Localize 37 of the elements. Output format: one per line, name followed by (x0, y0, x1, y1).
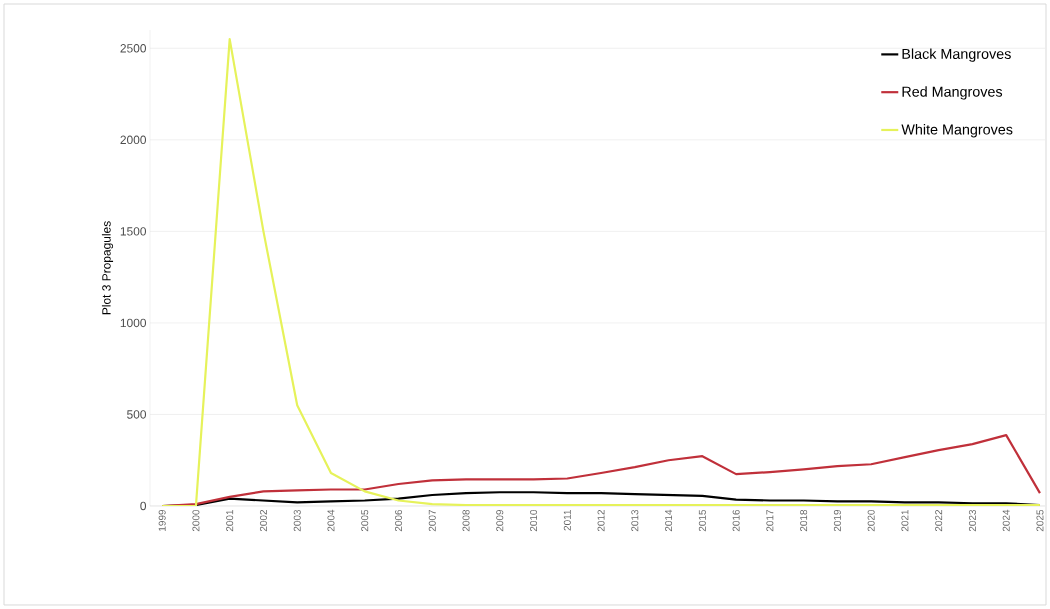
x-tick-label: 2001 (226, 509, 234, 532)
x-tick-label: 2007 (428, 510, 436, 532)
x-tick-label: 2019 (833, 509, 841, 532)
x-tick-label: 2002 (259, 510, 267, 532)
x-tick-label: 2022 (935, 510, 943, 532)
x-tick-label: 2009 (496, 509, 504, 532)
y-tick-label: 2500 (120, 44, 147, 53)
y-tick-label: 500 (127, 410, 147, 419)
legend-label: Black Mangroves (902, 48, 1011, 62)
x-tick-label: 2006 (394, 509, 403, 532)
x-tick-label: 2025 (1036, 509, 1044, 532)
legend-label: Red Mangroves (902, 86, 1003, 100)
x-tick-label: 2000 (192, 509, 200, 532)
x-tick-label: 2012 (597, 510, 605, 532)
x-tick-label: 2023 (968, 509, 976, 532)
x-tick-label: 2020 (867, 509, 875, 532)
y-tick-label: 2000 (120, 135, 147, 145)
x-tick-label: 2018 (800, 509, 808, 532)
y-tick-label: 1500 (120, 227, 147, 236)
x-tick-label: 2008 (462, 509, 470, 532)
y-axis-title: Plot 3 Propagules (101, 221, 114, 315)
y-tick-label: 0 (140, 501, 147, 511)
y-tick-label: 1000 (120, 318, 147, 328)
legend-label: White Mangroves (901, 124, 1013, 138)
x-tick-label: 2004 (327, 509, 335, 532)
x-tick-label: 2010 (530, 509, 538, 532)
x-tick-label: 1999 (158, 509, 166, 531)
x-tick-label: 2015 (698, 509, 706, 532)
x-tick-label: 2014 (665, 509, 673, 532)
x-tick-label: 2011 (563, 509, 571, 531)
x-tick-label: 2021 (901, 509, 909, 532)
x-tick-label: 2017 (766, 510, 774, 532)
x-tick-label: 2024 (1002, 509, 1010, 532)
x-tick-label: 2013 (631, 509, 639, 532)
x-tick-label: 2003 (293, 509, 301, 532)
x-tick-label: 2005 (361, 509, 369, 532)
x-tick-label: 2016 (732, 509, 740, 532)
